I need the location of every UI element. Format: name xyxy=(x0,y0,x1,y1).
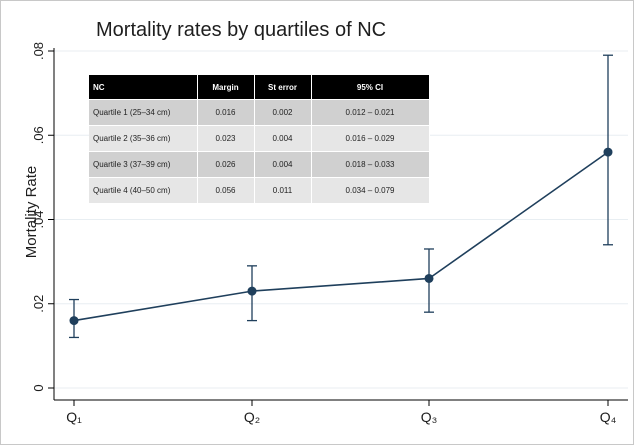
table-cell-margin: 0.023 xyxy=(197,125,255,152)
table-header-nc: NC xyxy=(89,75,198,100)
table-cell-st-error: 0.011 xyxy=(254,177,312,203)
table-row: Quartile 2 (35–36 cm) 0.023 0.004 0.016 … xyxy=(89,125,430,152)
table-cell-ci: 0.018 – 0.033 xyxy=(311,151,430,178)
table-cell-nc: Quartile 2 (35–36 cm) xyxy=(89,125,198,152)
table-cell-nc: Quartile 1 (25–34 cm) xyxy=(89,99,198,126)
data-point xyxy=(603,147,613,157)
y-tick-label: .04 xyxy=(31,210,46,228)
table-cell-st-error: 0.004 xyxy=(254,151,312,178)
x-axis-ticks: Q₁ Q₂ Q₃ Q₄ xyxy=(66,400,617,425)
data-point xyxy=(69,316,79,326)
table-cell-st-error: 0.004 xyxy=(254,125,312,152)
y-tick-label: .02 xyxy=(31,295,46,313)
table-cell-margin: 0.026 xyxy=(197,151,255,178)
table-header-ci: 95% CI xyxy=(311,75,430,100)
table-cell-ci: 0.012 – 0.021 xyxy=(311,99,430,126)
axes xyxy=(53,48,628,401)
table-row: Quartile 4 (40–50 cm) 0.056 0.011 0.034 … xyxy=(89,177,430,203)
table-row: Quartile 3 (37–39 cm) 0.026 0.004 0.018 … xyxy=(89,151,430,178)
table-cell-nc: Quartile 3 (37–39 cm) xyxy=(89,151,198,178)
table-row: Quartile 1 (25–34 cm) 0.016 0.002 0.012 … xyxy=(89,99,430,126)
series-line xyxy=(73,151,609,322)
data-point xyxy=(424,273,434,283)
x-tick-label: Q₄ xyxy=(600,409,617,425)
table-cell-margin: 0.056 xyxy=(197,177,255,203)
x-tick-label: Q₁ xyxy=(66,409,82,425)
y-tick-label: .06 xyxy=(31,126,46,144)
table-cell-margin: 0.016 xyxy=(197,99,255,126)
y-tick-label: .08 xyxy=(31,42,46,60)
table-cell-nc: Quartile 4 (40–50 cm) xyxy=(89,177,198,203)
table-cell-st-error: 0.002 xyxy=(254,99,312,126)
data-point xyxy=(247,286,257,296)
margins-table: NC Margin St error 95% CI Quartile 1 (25… xyxy=(89,75,430,203)
table-cell-ci: 0.016 – 0.029 xyxy=(311,125,430,152)
table-header-margin: Margin xyxy=(197,75,255,100)
x-tick-label: Q₃ xyxy=(421,409,438,425)
table-header-st-error: St error xyxy=(254,75,312,100)
mortality-series xyxy=(69,147,613,326)
y-tick-label: 0 xyxy=(31,384,46,391)
y-axis-label: Mortality Rate xyxy=(23,166,40,259)
table-cell-ci: 0.034 – 0.079 xyxy=(311,177,430,203)
table-header-row: NC Margin St error 95% CI xyxy=(89,75,430,100)
chart-title: Mortality rates by quartiles of NC xyxy=(96,19,386,41)
y-axis-ticks: 0 .02 .04 .06 .08 xyxy=(31,42,54,392)
x-tick-label: Q₂ xyxy=(244,409,260,425)
